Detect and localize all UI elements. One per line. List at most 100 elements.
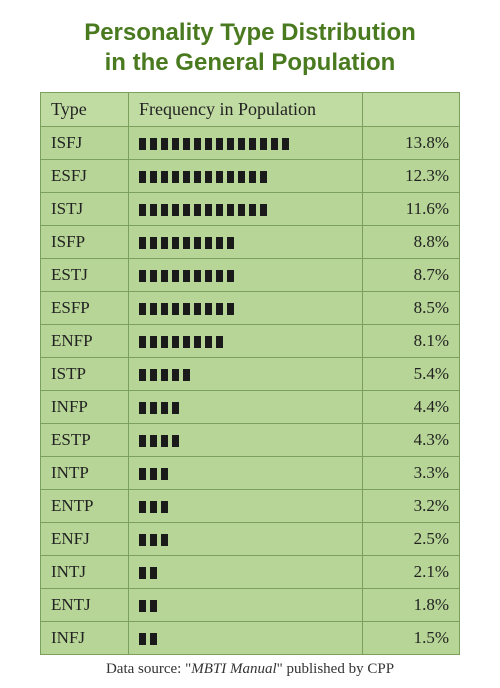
- bar-icon: [139, 138, 146, 150]
- bar-icon: [238, 204, 245, 216]
- cell-frequency-bars: [129, 457, 363, 490]
- cell-percent: 1.5%: [363, 622, 460, 655]
- cell-type: ENFJ: [41, 523, 129, 556]
- bar-icon: [161, 402, 168, 414]
- col-pct: [363, 93, 460, 127]
- source-title: MBTI Manual: [191, 661, 276, 677]
- cell-type: ISFP: [41, 226, 129, 259]
- table-row: ISTJ11.6%: [41, 193, 460, 226]
- cell-type: INFJ: [41, 622, 129, 655]
- cell-percent: 3.3%: [363, 457, 460, 490]
- cell-percent: 8.7%: [363, 259, 460, 292]
- bar-icon: [183, 171, 190, 183]
- bar-icon: [139, 171, 146, 183]
- bar-icon: [139, 303, 146, 315]
- bar-icon: [238, 138, 245, 150]
- bar-icon: [183, 270, 190, 282]
- bar-icon: [282, 138, 289, 150]
- table-row: ENFJ 2.5%: [41, 523, 460, 556]
- table-row: ESFJ12.3%: [41, 160, 460, 193]
- bar-icon: [150, 237, 157, 249]
- bar-icon: [161, 171, 168, 183]
- bar-icon: [227, 270, 234, 282]
- cell-percent: 5.4%: [363, 358, 460, 391]
- bar-icon: [249, 204, 256, 216]
- bar-icon: [205, 237, 212, 249]
- cell-type: ENTP: [41, 490, 129, 523]
- bar-icon: [249, 138, 256, 150]
- cell-type: INTP: [41, 457, 129, 490]
- cell-frequency-bars: [129, 589, 363, 622]
- cell-type: INTJ: [41, 556, 129, 589]
- bar-icon: [139, 534, 146, 546]
- cell-frequency-bars: [129, 193, 363, 226]
- bar-icon: [150, 468, 157, 480]
- cell-percent: 2.5%: [363, 523, 460, 556]
- bar-icon: [172, 270, 179, 282]
- bar-icon: [227, 204, 234, 216]
- bar-icon: [227, 237, 234, 249]
- bar-icon: [205, 303, 212, 315]
- cell-frequency-bars: [129, 424, 363, 457]
- cell-frequency-bars: [129, 160, 363, 193]
- bar-icon: [216, 237, 223, 249]
- bar-icon: [260, 171, 267, 183]
- cell-type: ENTJ: [41, 589, 129, 622]
- bar-icon: [216, 270, 223, 282]
- bar-icon: [150, 600, 157, 612]
- table-row: ENTJ 1.8%: [41, 589, 460, 622]
- cell-frequency-bars: [129, 259, 363, 292]
- bar-icon: [139, 270, 146, 282]
- bar-icon: [161, 303, 168, 315]
- cell-frequency-bars: [129, 127, 363, 160]
- bar-icon: [227, 138, 234, 150]
- table-row: ENTP3.2%: [41, 490, 460, 523]
- title-line-2: in the General Population: [105, 49, 396, 76]
- bar-icon: [139, 633, 146, 645]
- cell-frequency-bars: [129, 226, 363, 259]
- bar-icon: [139, 501, 146, 513]
- cell-frequency-bars: [129, 490, 363, 523]
- cell-percent: 4.4%: [363, 391, 460, 424]
- cell-frequency-bars: [129, 292, 363, 325]
- data-source: Data source: "MBTI Manual" published by …: [40, 661, 460, 678]
- bar-icon: [161, 204, 168, 216]
- bar-icon: [205, 171, 212, 183]
- bar-icon: [194, 138, 201, 150]
- bar-icon: [161, 336, 168, 348]
- bar-icon: [161, 534, 168, 546]
- bar-icon: [172, 435, 179, 447]
- bar-icon: [139, 336, 146, 348]
- cell-percent: 11.6%: [363, 193, 460, 226]
- cell-percent: 8.1%: [363, 325, 460, 358]
- table-header-row: Type Frequency in Population: [41, 93, 460, 127]
- source-prefix: Data source: ": [106, 661, 191, 677]
- cell-percent: 8.5%: [363, 292, 460, 325]
- table-row: ENFP 8.1%: [41, 325, 460, 358]
- bar-icon: [183, 237, 190, 249]
- bar-icon: [139, 600, 146, 612]
- cell-percent: 1.8%: [363, 589, 460, 622]
- bar-icon: [150, 402, 157, 414]
- bar-icon: [227, 171, 234, 183]
- chart-title: Personality Type Distribution in the Gen…: [40, 18, 460, 78]
- table-row: ESTJ8.7%: [41, 259, 460, 292]
- col-freq: Frequency in Population: [129, 93, 363, 127]
- bar-icon: [172, 303, 179, 315]
- bar-icon: [150, 171, 157, 183]
- table-row: INFP4.4%: [41, 391, 460, 424]
- bar-icon: [139, 369, 146, 381]
- cell-frequency-bars: [129, 622, 363, 655]
- bar-icon: [227, 303, 234, 315]
- bar-icon: [183, 138, 190, 150]
- cell-type: ENFP: [41, 325, 129, 358]
- bar-icon: [172, 336, 179, 348]
- bar-icon: [150, 534, 157, 546]
- bar-icon: [139, 468, 146, 480]
- cell-type: ESFP: [41, 292, 129, 325]
- cell-percent: 4.3%: [363, 424, 460, 457]
- bar-icon: [194, 204, 201, 216]
- bar-icon: [194, 171, 201, 183]
- bar-icon: [161, 270, 168, 282]
- bar-icon: [172, 138, 179, 150]
